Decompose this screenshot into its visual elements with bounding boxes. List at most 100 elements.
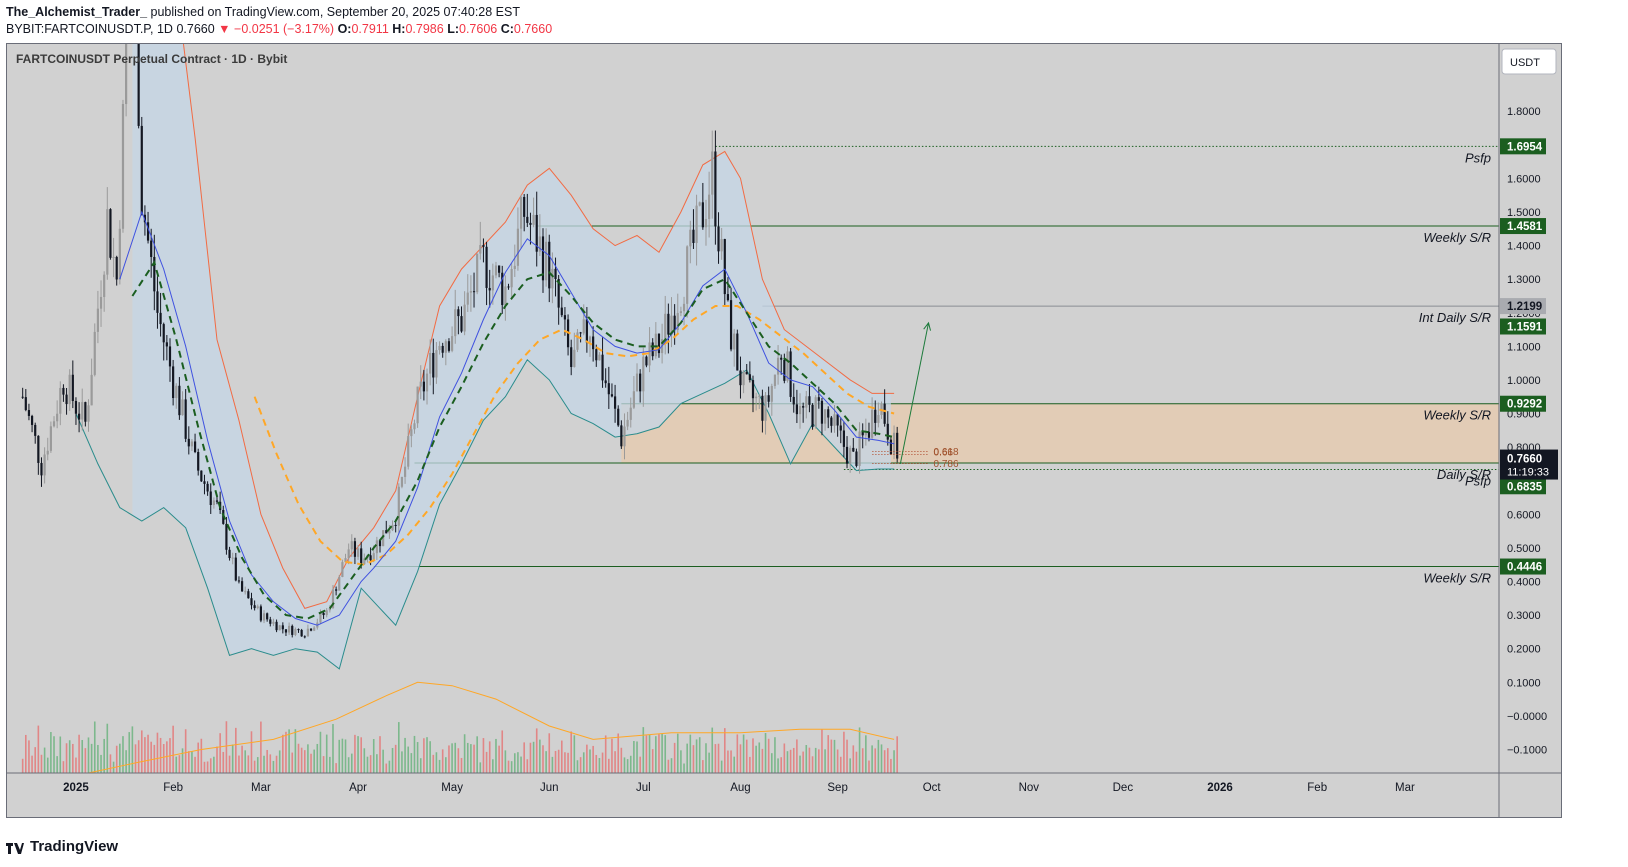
volume-bar [871, 745, 873, 773]
chart-pane[interactable]: 0.618 0.66 0.786 Psfp Weekly S/R Int Daily S… [6, 0, 1562, 818]
candle [385, 520, 388, 534]
candle [303, 635, 306, 639]
candle [748, 361, 751, 383]
volume-bar [391, 747, 394, 773]
volume-bar [59, 736, 62, 773]
volume-bar [626, 759, 629, 773]
candle [256, 604, 259, 610]
candle [798, 393, 802, 429]
volume-bar [385, 763, 388, 773]
candle [156, 276, 159, 329]
tradingview-footer: TradingView [6, 838, 118, 855]
volume-bar [523, 742, 525, 773]
volume-bar [347, 757, 350, 773]
y-tick-label-4: 1.4000 [1507, 241, 1541, 253]
candle [350, 534, 353, 558]
publish-info: The_Alchemist_Trader_ published on Tradi… [6, 5, 520, 19]
y-tick-label-15: 0.2000 [1507, 644, 1541, 656]
tradingview-logo-icon [6, 841, 24, 854]
volume-bar [818, 749, 820, 773]
candle [795, 389, 798, 424]
price-badge-label-3: 1.1591 [1507, 321, 1543, 333]
volume-bar [109, 754, 112, 773]
y-tick-label-5: 1.3000 [1507, 274, 1541, 286]
candle [84, 401, 87, 427]
volume-bar [125, 750, 127, 773]
volume-bar [742, 734, 745, 773]
volume-bar [338, 739, 341, 773]
candle [68, 369, 71, 411]
volume-bar [325, 734, 328, 773]
tradingview-wordmark: TradingView [30, 838, 119, 855]
candle [62, 384, 65, 402]
candle [723, 238, 726, 307]
volume-bar [539, 739, 541, 773]
candle [736, 329, 739, 371]
candle [291, 624, 294, 638]
volume-bar [702, 760, 704, 773]
candle [883, 389, 886, 427]
candle [419, 365, 422, 400]
candle [34, 422, 37, 444]
volume-bar [369, 755, 372, 773]
candle [96, 290, 99, 344]
volume-bar [821, 729, 823, 773]
volume-bar [617, 733, 620, 773]
candle [751, 375, 755, 413]
candle [313, 626, 316, 632]
candle [604, 368, 607, 388]
candle [429, 339, 432, 386]
volume-bar [241, 745, 243, 773]
candle [250, 592, 253, 610]
volume-bar [510, 761, 513, 773]
candle [266, 612, 269, 622]
candle [482, 238, 485, 263]
volume-bar [579, 757, 582, 773]
volume-bar [285, 731, 287, 773]
volume-bar [529, 742, 532, 773]
volume-bar [824, 749, 826, 773]
level-note-5: Daily S/R [1437, 467, 1491, 482]
volume-bar [423, 738, 425, 773]
chart-title: FARTCOINUSDT Perpetual Contract · 1D · B… [16, 52, 287, 66]
volume-bar [166, 741, 168, 773]
candle [733, 328, 736, 367]
currency-button[interactable] [1501, 48, 1557, 75]
candle [479, 221, 482, 260]
candle [767, 386, 770, 408]
volume-bar [598, 758, 601, 773]
candle [554, 257, 557, 297]
volume-bar [56, 756, 58, 773]
volume-bar [68, 740, 71, 773]
candle [560, 296, 563, 318]
volume-bar [705, 743, 707, 773]
y-tick-label-2: 1.6000 [1507, 173, 1541, 185]
candle [610, 383, 614, 398]
candle [541, 228, 545, 293]
level-note-0: Psfp [1465, 150, 1491, 165]
candle [309, 628, 313, 632]
volume-bar [843, 731, 845, 773]
candle [476, 253, 479, 295]
candle [842, 421, 845, 458]
candle [391, 520, 394, 532]
volume-bar [134, 744, 137, 773]
price-badge-2 [1500, 298, 1546, 315]
volume-bar [893, 750, 895, 773]
volume-bar [322, 756, 325, 773]
volume-bar [655, 736, 657, 773]
candle [103, 271, 106, 312]
x-tick-label-9: Oct [923, 782, 942, 794]
candle [450, 326, 454, 353]
candle [90, 358, 93, 406]
volume-bar [106, 723, 109, 773]
x-tick-label-13: Feb [1307, 782, 1327, 794]
candle [272, 618, 275, 627]
volume-bar [466, 742, 469, 773]
volume-bar [570, 731, 573, 773]
volume-bar [460, 757, 463, 773]
candle [466, 274, 469, 312]
candle [447, 338, 451, 353]
y-tick-label-12: 0.5000 [1507, 543, 1541, 555]
